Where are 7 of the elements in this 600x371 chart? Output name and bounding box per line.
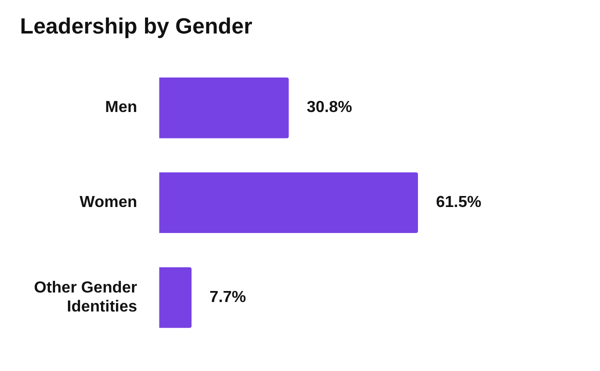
y-tick-label: Women bbox=[80, 194, 138, 212]
data-label: 30.8% bbox=[306, 99, 352, 116]
data-label: 7.7% bbox=[210, 288, 246, 306]
y-tick-label: Other Gender Identities bbox=[34, 279, 138, 316]
y-tick-label: Men bbox=[105, 99, 138, 116]
chart-title: Leadership by Gender bbox=[20, 13, 253, 38]
data-label: 61.5% bbox=[436, 194, 482, 212]
